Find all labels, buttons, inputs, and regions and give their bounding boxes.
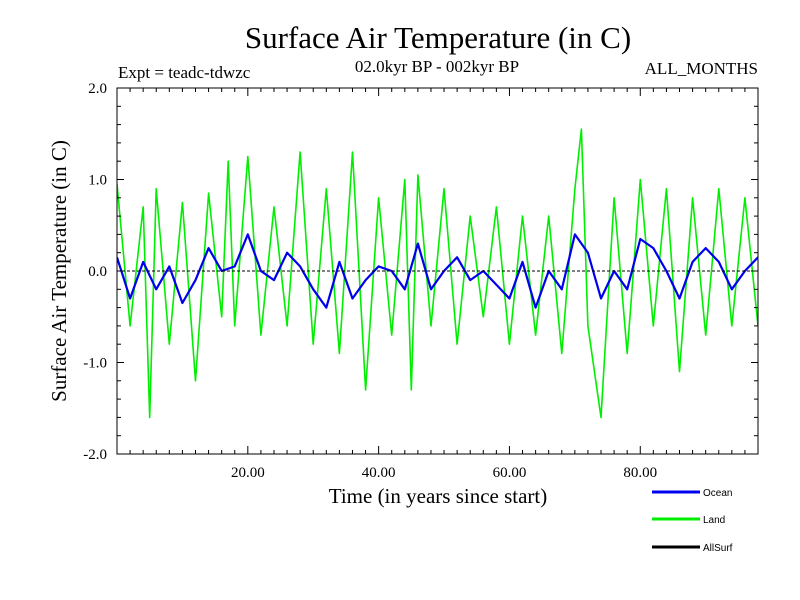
legend: Ocean Land AllSurf: [652, 488, 733, 554]
series-line-land: [117, 128, 758, 419]
series-line-ocean: [117, 233, 758, 309]
legend-label-land: Land: [703, 515, 725, 526]
legend-label-ocean: Ocean: [703, 488, 732, 499]
y-tick-label: -2.0: [83, 447, 107, 463]
months-label: ALL_MONTHS: [645, 59, 758, 78]
y-axis: 2.0 1.0 0.0 -1.0 -2.0: [83, 81, 758, 463]
x-axis: 20.00 40.00 60.00 80.00: [129, 88, 759, 481]
y-tick-label: 2.0: [88, 81, 107, 97]
period-label: 02.0kyr BP - 002kyr BP: [355, 57, 519, 76]
series-layer: [117, 128, 758, 419]
y-axis-label: Surface Air Temperature (in C): [47, 140, 71, 402]
y-tick-label: 1.0: [88, 173, 107, 189]
y-tick-label: -1.0: [83, 356, 107, 372]
x-tick-label: 40.00: [362, 465, 396, 481]
chart-title: Surface Air Temperature (in C): [245, 20, 631, 55]
x-tick-label: 60.00: [493, 465, 527, 481]
x-tick-label: 80.00: [623, 465, 657, 481]
experiment-label: Expt = teadc-tdwzc: [118, 63, 251, 82]
legend-label-allsurf: AllSurf: [703, 543, 733, 554]
y-tick-label: 0.0: [88, 264, 107, 280]
x-tick-label: 20.00: [231, 465, 265, 481]
x-axis-label: Time (in years since start): [329, 484, 548, 508]
